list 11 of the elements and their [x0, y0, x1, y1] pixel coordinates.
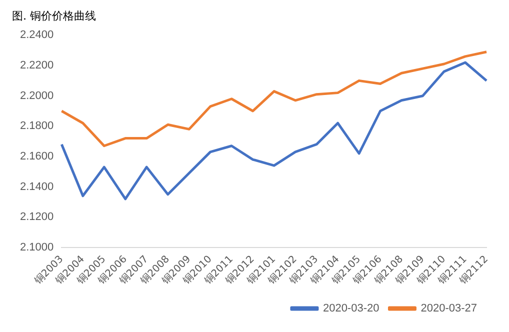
- y-tick-label: 2.2400: [20, 29, 54, 42]
- y-tick-label: 2.2000: [20, 90, 54, 102]
- y-tick-label: 2.1800: [20, 120, 54, 132]
- y-tick-label: 2.2200: [20, 60, 54, 72]
- legend-label: 2020-03-20: [322, 302, 380, 315]
- chart-title: 图. 铜价价格曲线: [12, 9, 96, 22]
- y-tick-label: 2.1400: [20, 180, 54, 193]
- legend-label: 2020-03-27: [420, 302, 478, 315]
- y-tick-label: 2.1600: [20, 150, 54, 163]
- y-tick-label: 2.1200: [20, 211, 54, 224]
- y-tick-label: 2.1000: [20, 241, 54, 254]
